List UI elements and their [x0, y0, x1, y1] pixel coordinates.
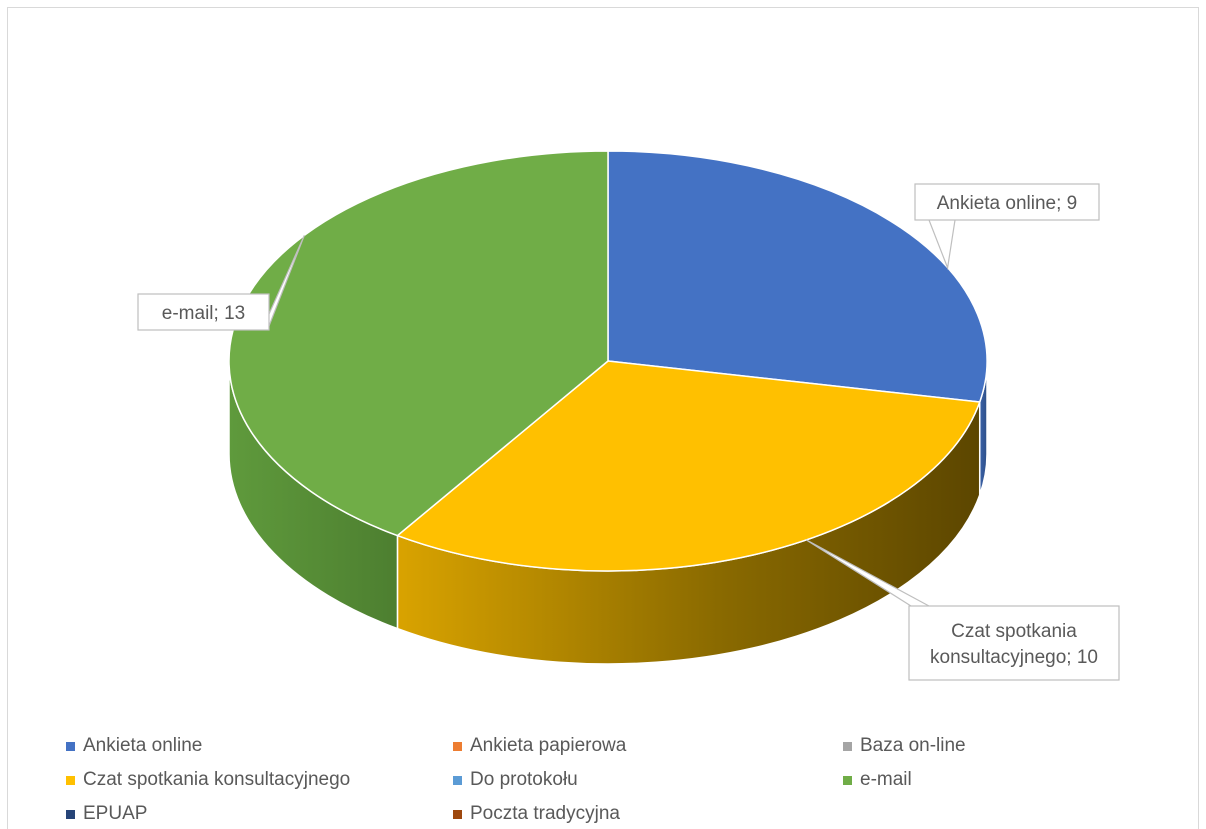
legend-item-e-mail: e-mail: [843, 769, 912, 791]
label-box: [909, 606, 1119, 680]
legend-item-epuap: EPUAP: [66, 803, 147, 825]
data-label-text: Ankieta online; 9: [937, 193, 1078, 214]
data-label-text: e-mail; 13: [162, 303, 245, 324]
legend-item-baza-on-line: Baza on-line: [843, 735, 966, 757]
legend-swatch: [453, 810, 462, 819]
legend-label: e-mail: [860, 769, 912, 791]
legend-swatch: [453, 776, 462, 785]
data-label-text: Czat spotkania: [951, 621, 1077, 642]
data-label-text: konsultacyjnego; 10: [930, 647, 1098, 668]
legend-swatch: [843, 742, 852, 751]
legend-label: Ankieta online: [83, 735, 202, 757]
legend-label: EPUAP: [83, 803, 147, 825]
legend-label: Baza on-line: [860, 735, 966, 757]
chart-area: Ankieta online; 9 Czat spotkania konsultac…: [7, 7, 1199, 829]
data-label-ankieta-online: Ankieta online; 9: [915, 184, 1099, 268]
legend-item-poczta-tradycyjna: Poczta tradycyjna: [453, 803, 620, 825]
legend-item-do-protokolu: Do protokołu: [453, 769, 578, 791]
legend-item-czat-spotkania: Czat spotkania konsultacyjnego: [66, 769, 350, 791]
legend-swatch: [66, 776, 75, 785]
pie-chart: Ankieta online; 9 Czat spotkania konsultac…: [8, 8, 1200, 728]
legend-item-ankieta-papierowa: Ankieta papierowa: [453, 735, 626, 757]
legend-swatch: [66, 810, 75, 819]
legend-swatch: [453, 742, 462, 751]
legend-label: Ankieta papierowa: [470, 735, 626, 757]
legend-label: Do protokołu: [470, 769, 578, 791]
legend-swatch: [843, 776, 852, 785]
legend-label: Poczta tradycyjna: [470, 803, 620, 825]
legend-label: Czat spotkania konsultacyjnego: [83, 769, 350, 791]
legend-swatch: [66, 742, 75, 751]
legend-item-ankieta-online: Ankieta online: [66, 735, 202, 757]
